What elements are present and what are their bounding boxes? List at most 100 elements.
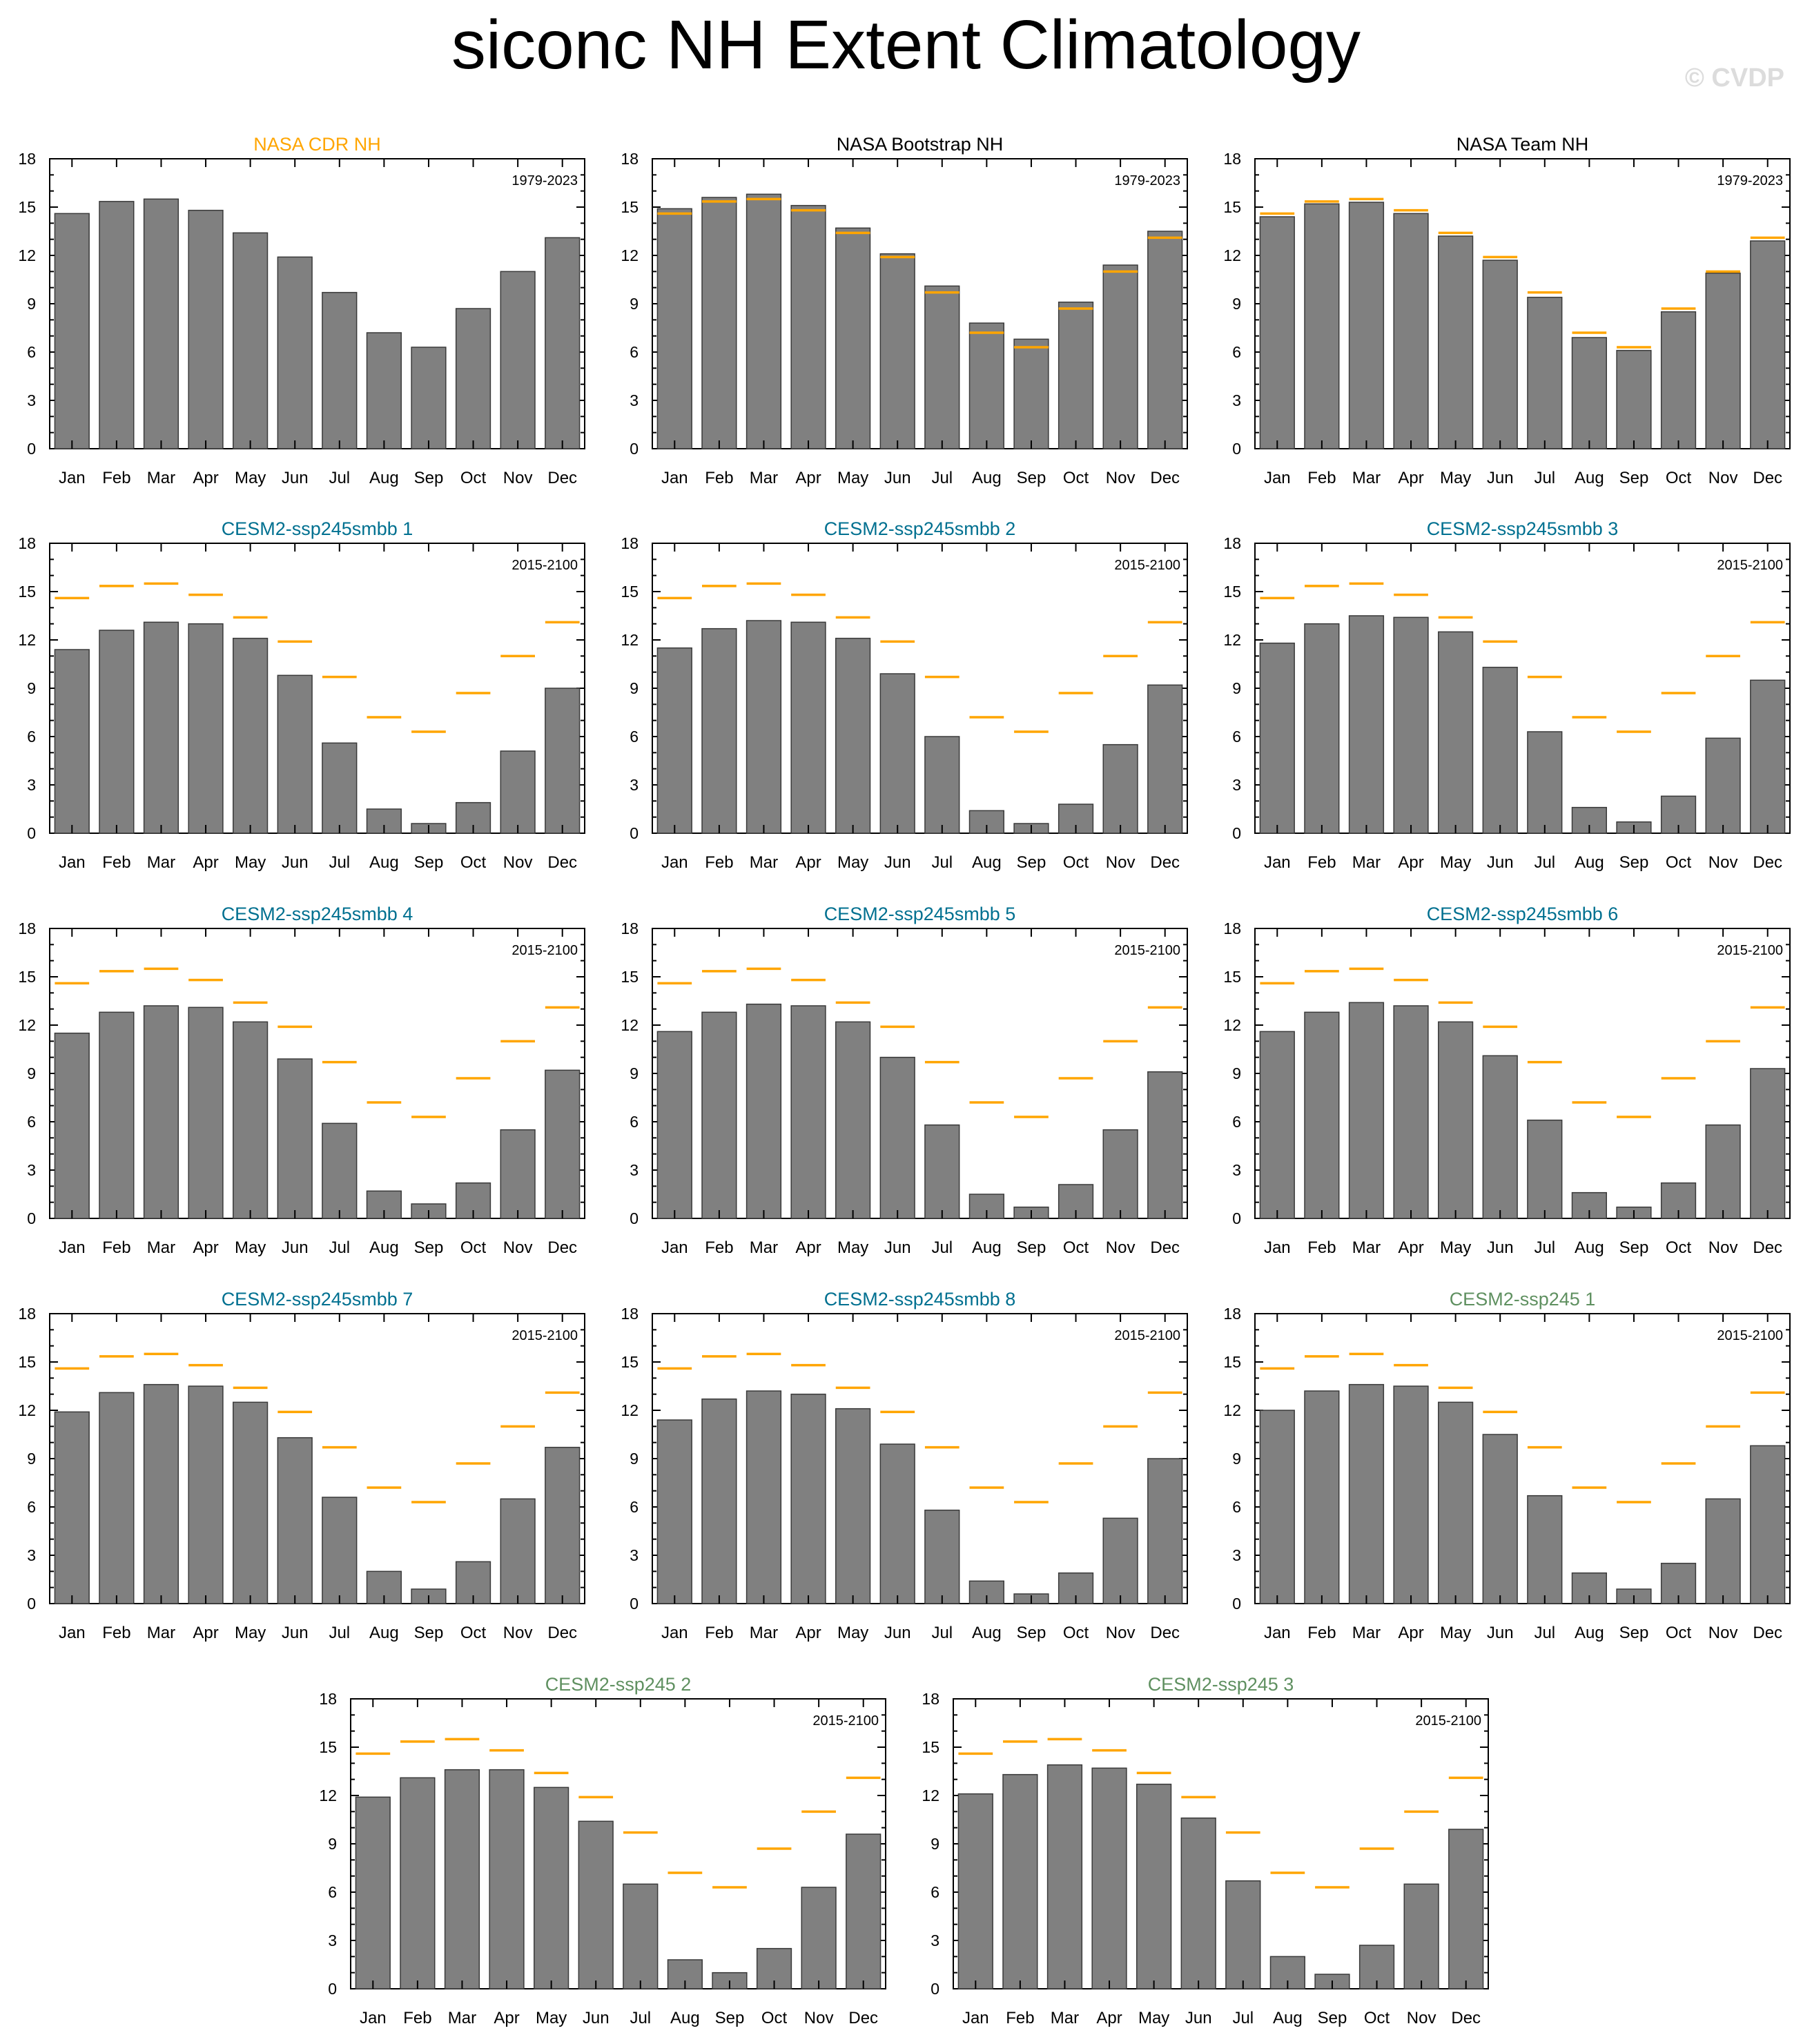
x-tick-label: Oct: [1063, 469, 1089, 487]
y-tick-label: 3: [630, 391, 639, 409]
x-tick-label: May: [1440, 469, 1471, 487]
x-tick-label: Sep: [1619, 1624, 1649, 1642]
bar: [143, 621, 179, 834]
x-tick-label: Mar: [147, 853, 175, 872]
y-tick-label: 3: [27, 1546, 36, 1564]
y-tick-label: 12: [1223, 631, 1241, 649]
bar: [1348, 202, 1385, 449]
x-tick-label: Oct: [460, 469, 487, 487]
bar: [277, 674, 313, 834]
x-tick-label: Nov: [503, 1238, 533, 1257]
y-tick-label: 15: [1223, 198, 1241, 216]
y-tick-label: 15: [18, 198, 36, 216]
x-tick-label: Dec: [1150, 469, 1180, 487]
x-tick-label: Aug: [1575, 1624, 1604, 1642]
x-tick-label: Jan: [661, 1238, 688, 1257]
panel-title: CESM2-ssp245smbb 5: [824, 904, 1016, 924]
y-tick-label: 18: [621, 919, 639, 937]
x-tick-label: Jan: [962, 2009, 989, 2027]
bar: [1482, 1434, 1518, 1604]
bar: [746, 1390, 782, 1604]
y-tick-label: 18: [1223, 1305, 1241, 1323]
bar: [1259, 216, 1295, 449]
y-tick-label: 0: [27, 1595, 36, 1613]
y-tick-label: 0: [1232, 1595, 1241, 1613]
x-tick-label: Apr: [193, 469, 218, 487]
bar: [924, 1124, 960, 1219]
bar: [54, 649, 90, 834]
x-tick-label: Oct: [1063, 1624, 1089, 1642]
x-tick-label: May: [235, 1624, 266, 1642]
bar: [924, 285, 960, 449]
bar: [54, 213, 90, 449]
y-tick-label: 3: [27, 776, 36, 794]
bar: [1750, 1445, 1786, 1604]
x-tick-label: Sep: [1017, 469, 1046, 487]
x-tick-label: Jun: [1487, 853, 1514, 872]
bar: [188, 623, 224, 834]
x-tick-label: Jul: [1534, 1624, 1555, 1642]
bar: [656, 647, 692, 834]
x-tick-label: May: [1440, 1238, 1471, 1257]
y-tick-label: 12: [922, 1787, 939, 1804]
x-tick-label: Apr: [193, 1624, 218, 1642]
y-tick-label: 3: [1232, 1161, 1241, 1179]
x-tick-label: Jul: [931, 469, 953, 487]
bar: [656, 208, 692, 449]
bar: [322, 1122, 358, 1219]
period-label: 2015-2100: [1114, 943, 1180, 958]
y-tick-label: 0: [1232, 824, 1241, 842]
x-tick-label: Apr: [1096, 2009, 1122, 2027]
x-tick-label: Dec: [547, 1624, 577, 1642]
x-tick-label: Aug: [972, 1624, 1002, 1642]
x-tick-label: Apr: [795, 469, 821, 487]
y-tick-label: 9: [1232, 679, 1241, 697]
bar: [545, 1446, 581, 1604]
x-tick-label: Mar: [1352, 1238, 1381, 1257]
bar: [1225, 1880, 1261, 1989]
panel-title: CESM2-ssp245smbb 8: [824, 1289, 1016, 1310]
x-tick-label: Oct: [1666, 469, 1692, 487]
bar: [233, 637, 269, 834]
x-tick-label: Jan: [1264, 469, 1291, 487]
x-tick-label: Mar: [147, 469, 175, 487]
x-tick-label: Oct: [1666, 853, 1692, 872]
panel: CESM2-ssp245smbb 1 2015-2100 0 3 6 9 12 15 18 Jan…: [18, 518, 585, 872]
y-tick-label: 9: [1232, 1064, 1241, 1082]
x-tick-label: Sep: [414, 1624, 444, 1642]
y-tick-label: 3: [630, 1161, 639, 1179]
bar: [924, 736, 960, 834]
y-tick-label: 3: [328, 1931, 337, 1949]
bar: [1616, 349, 1652, 449]
x-tick-label: Nov: [1708, 469, 1738, 487]
x-tick-label: Jan: [661, 853, 688, 872]
x-tick-label: Nov: [1106, 1624, 1136, 1642]
y-tick-label: 6: [27, 343, 36, 361]
y-tick-label: 9: [630, 1450, 639, 1468]
x-tick-label: May: [837, 1624, 868, 1642]
x-tick-label: Feb: [705, 1238, 733, 1257]
bar: [500, 1129, 536, 1219]
y-tick-label: 18: [922, 1690, 939, 1708]
period-label: 2015-2100: [1114, 1328, 1180, 1343]
y-tick-label: 18: [18, 1305, 36, 1323]
bar: [623, 1883, 659, 1989]
y-tick-label: 15: [621, 1353, 639, 1371]
y-tick-label: 0: [630, 1209, 639, 1227]
x-tick-label: Apr: [1398, 853, 1423, 872]
x-tick-label: Aug: [972, 853, 1002, 872]
y-tick-label: 9: [630, 295, 639, 313]
x-tick-label: Dec: [1753, 1238, 1782, 1257]
bar: [924, 1509, 960, 1604]
bar: [968, 322, 1004, 449]
x-tick-label: Jun: [1487, 469, 1514, 487]
bar: [1438, 1401, 1474, 1604]
y-tick-label: 9: [630, 1064, 639, 1082]
bar: [1348, 1002, 1385, 1219]
y-tick-label: 6: [630, 343, 639, 361]
x-tick-label: Jul: [630, 2009, 651, 2027]
bar: [366, 332, 402, 449]
bar: [1448, 1829, 1484, 1989]
y-tick-label: 18: [621, 150, 639, 168]
bar: [1259, 642, 1295, 834]
